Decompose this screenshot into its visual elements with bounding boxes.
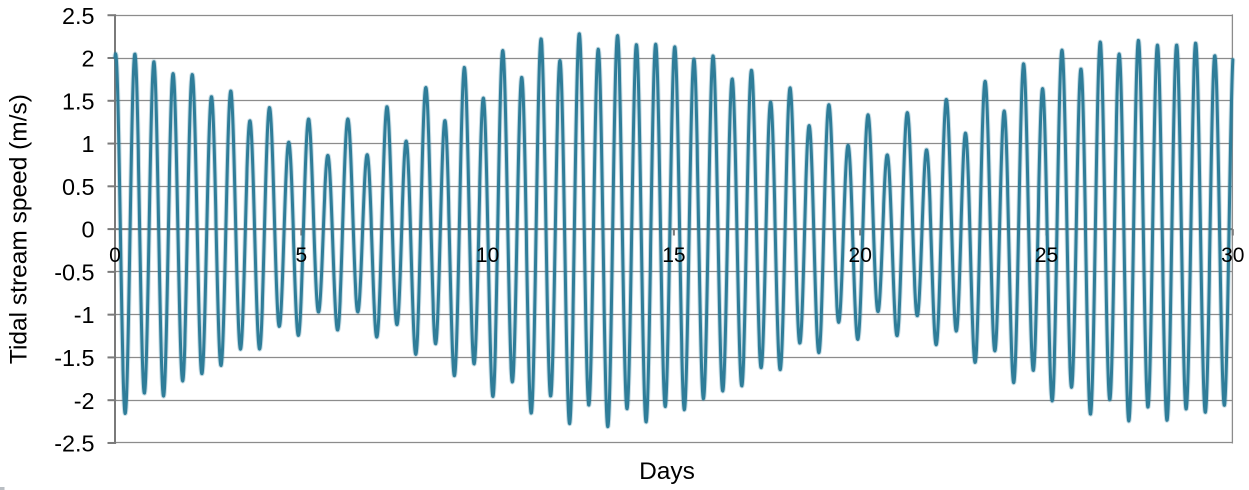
svg-text:1: 1 [81,131,94,157]
svg-text:-1.5: -1.5 [54,345,94,371]
svg-text:0.5: 0.5 [62,174,95,200]
svg-text:Tidal stream speed (m/s): Tidal stream speed (m/s) [6,94,33,364]
svg-text:-2: -2 [74,388,95,414]
svg-text:-0.5: -0.5 [54,260,94,286]
svg-text:Days: Days [639,458,695,485]
svg-text:25: 25 [1035,244,1058,267]
svg-text:2: 2 [81,46,94,72]
svg-text:5: 5 [295,244,307,267]
svg-text:15: 15 [662,244,685,267]
svg-text:1.5: 1.5 [62,88,95,114]
svg-text:10: 10 [476,244,499,267]
svg-text:0: 0 [81,217,94,243]
svg-text:-2.5: -2.5 [54,431,94,457]
svg-text:-1: -1 [74,302,95,328]
svg-text:2.5: 2.5 [62,3,95,29]
svg-text:20: 20 [849,244,872,267]
svg-text:30: 30 [1221,244,1244,267]
svg-text:0: 0 [109,244,121,267]
